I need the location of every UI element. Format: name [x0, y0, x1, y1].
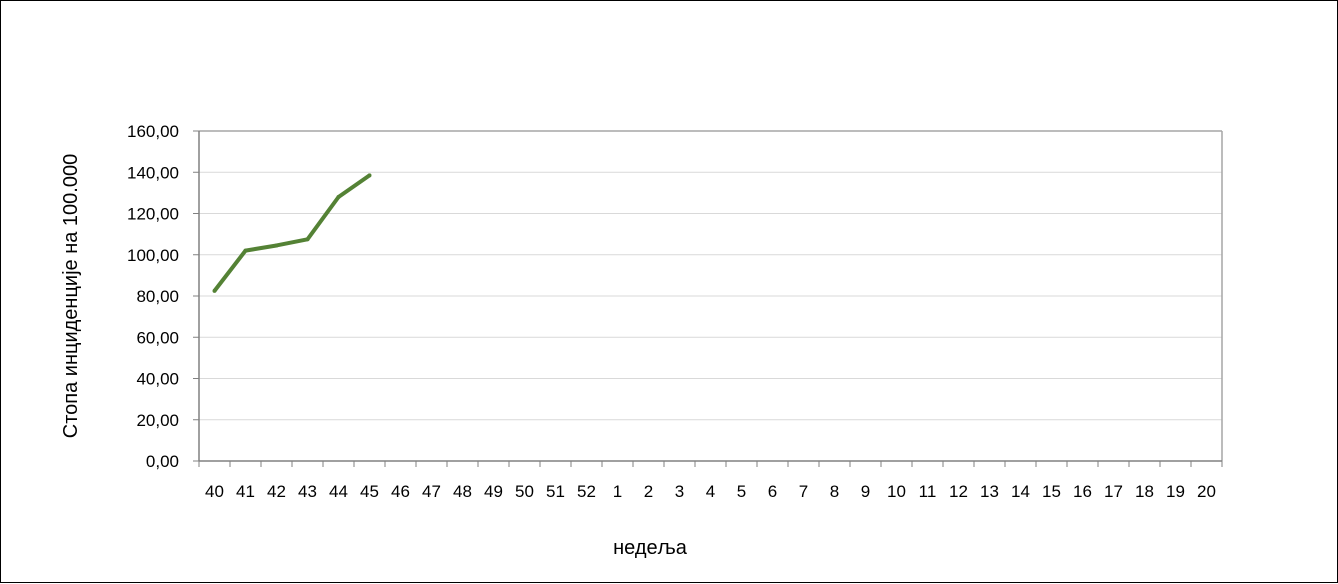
y-tick-label: 20,00: [136, 411, 179, 430]
y-tick-label: 0,00: [146, 452, 179, 471]
x-tick-label: 43: [298, 482, 317, 501]
x-tick-label: 46: [391, 482, 410, 501]
series-line: [212, 173, 371, 293]
x-tick-label: 4: [706, 482, 715, 501]
data-point: [305, 237, 310, 242]
x-tick-label: 20: [1197, 482, 1216, 501]
series-layer: [212, 173, 372, 293]
data-point: [212, 288, 217, 293]
x-tick-label: 16: [1073, 482, 1092, 501]
x-tick-label: 8: [830, 482, 839, 501]
y-tick-label: 160,00: [127, 122, 179, 141]
x-tick-label: 11: [919, 482, 937, 501]
x-tick-label: 15: [1042, 482, 1061, 501]
x-tick-label: 12: [949, 482, 968, 501]
y-tick-label: 60,00: [136, 328, 179, 347]
x-tick-label: 18: [1135, 482, 1154, 501]
x-tick-label: 45: [360, 482, 379, 501]
x-tick-label: 40: [205, 482, 224, 501]
y-tick-label: 40,00: [136, 370, 179, 389]
x-tick-label: 5: [737, 482, 746, 501]
x-tick-label: 47: [422, 482, 441, 501]
y-tick-labels: 0,00 20,00 40,00 60,00 80,00 100,00 120,00 140,…: [127, 122, 179, 471]
x-tick-label: 41: [236, 482, 255, 501]
y-axis-title: Стопа инциденције на 100.000: [60, 154, 82, 438]
data-point: [367, 173, 372, 178]
x-tick-label: 6: [768, 482, 777, 501]
y-tick-label: 140,00: [127, 163, 179, 182]
x-tick-label: 2: [644, 482, 653, 501]
data-point: [274, 243, 279, 248]
x-tick-label: 9: [861, 482, 870, 501]
y-tick-label: 120,00: [127, 205, 179, 224]
x-tick-labels: 40 41 42 43 44 45 46 47 48 49 50 51 52 1 2 3 4 5 6 7 8 9 10 11 1…: [205, 482, 1216, 501]
x-tick-label: 49: [484, 482, 503, 501]
data-point: [243, 248, 248, 253]
x-tick-label: 48: [453, 482, 472, 501]
x-tick-label: 42: [267, 482, 286, 501]
x-axis-title: недеља: [613, 537, 688, 559]
x-tick-label: 13: [980, 482, 999, 501]
gridlines: [199, 130, 1222, 421]
data-point: [336, 195, 341, 199]
y-tick-label: 100,00: [127, 246, 179, 265]
x-tick-label: 51: [546, 482, 565, 501]
x-tick-label: 50: [515, 482, 534, 501]
x-tick-label: 44: [329, 482, 348, 501]
y-tick-label: 80,00: [136, 287, 179, 306]
x-tick-label: 10: [887, 482, 906, 501]
x-tick-label: 19: [1166, 482, 1185, 501]
x-tick-label: 17: [1104, 482, 1123, 501]
x-tick-label: 7: [799, 482, 808, 501]
axes: [193, 130, 1223, 467]
x-tick-label: 3: [675, 482, 684, 501]
x-tick-label: 14: [1011, 482, 1030, 501]
x-tick-label: 1: [613, 482, 622, 501]
x-tick-label: 52: [577, 482, 596, 501]
